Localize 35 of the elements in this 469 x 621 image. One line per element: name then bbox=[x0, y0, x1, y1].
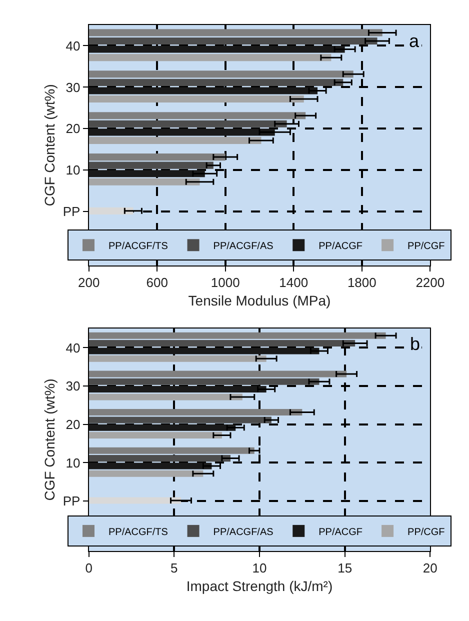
legend-label: PP/ACGF/TS bbox=[108, 526, 168, 538]
x-tick-label: 15 bbox=[338, 560, 352, 576]
legend-label: PP/ACGF bbox=[318, 241, 363, 252]
x-axis-title: Impact Strength (kJ/m²) bbox=[186, 578, 333, 594]
y-tick-label: 10 bbox=[66, 455, 80, 470]
x-tick-label: 200 bbox=[78, 275, 100, 290]
x-tick-label: 1400 bbox=[279, 275, 308, 290]
legend-label: PP/ACGF/AS bbox=[213, 241, 274, 252]
x-tick-label: 20 bbox=[422, 560, 438, 576]
y-tick-label: 10 bbox=[66, 162, 80, 178]
y-tick-label: 20 bbox=[66, 121, 80, 136]
y-tick-label: 20 bbox=[66, 416, 80, 432]
x-tick-label: 600 bbox=[146, 275, 168, 290]
x-tick-label: 5 bbox=[170, 560, 178, 576]
legend-label: PP/CGF bbox=[408, 526, 445, 538]
legend-label: PP/CGF bbox=[408, 241, 445, 252]
legend-label: PP/ACGF/AS bbox=[213, 526, 274, 538]
y-axis-title: CGF Content (wt%) bbox=[41, 84, 58, 206]
x-tick-label: 1000 bbox=[210, 275, 240, 290]
y-tick-label: 30 bbox=[66, 378, 80, 394]
y-tick-label: 40 bbox=[66, 340, 80, 356]
y-tick-label: 30 bbox=[66, 80, 80, 95]
y-tick-label: PP bbox=[62, 204, 80, 220]
legend-label: PP/ACGF bbox=[318, 526, 363, 538]
y-tick-label: PP bbox=[62, 494, 80, 509]
x-tick-label: 2200 bbox=[416, 275, 445, 290]
y-tick-label: 40 bbox=[66, 38, 80, 54]
legend-label: PP/ACGF/TS bbox=[108, 241, 168, 252]
annotation: a bbox=[409, 31, 420, 51]
x-tick-label: 10 bbox=[252, 560, 267, 576]
y-axis-title: CGF Content (wt%) bbox=[41, 378, 58, 501]
x-axis-title: Tensile Modulus (MPa) bbox=[188, 292, 331, 308]
x-tick-label: 0 bbox=[85, 560, 92, 576]
annotation: b bbox=[410, 334, 420, 354]
x-tick-label: 1800 bbox=[347, 275, 376, 290]
